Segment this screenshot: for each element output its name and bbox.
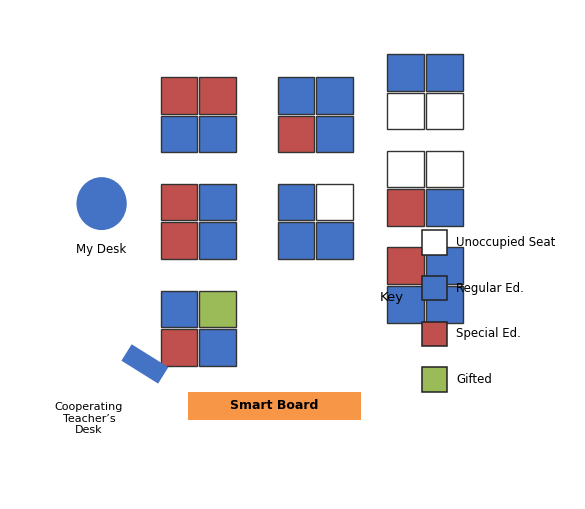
Bar — [278, 77, 314, 114]
Bar — [199, 184, 236, 220]
Text: Key: Key — [380, 291, 404, 304]
Bar — [188, 392, 361, 420]
Bar — [387, 54, 424, 91]
Bar — [387, 151, 424, 187]
Bar — [387, 93, 424, 129]
Bar — [422, 276, 447, 300]
Bar — [199, 77, 236, 114]
Bar — [316, 184, 353, 220]
Bar — [161, 184, 197, 220]
Bar — [161, 291, 197, 327]
Bar — [387, 286, 424, 323]
Bar — [422, 230, 447, 254]
Bar — [387, 247, 424, 284]
Bar — [161, 116, 197, 152]
Bar — [278, 184, 314, 220]
Polygon shape — [122, 344, 168, 384]
Bar — [426, 93, 463, 129]
Bar — [426, 151, 463, 187]
Text: Gifted: Gifted — [456, 373, 492, 386]
Text: Unoccupied Seat: Unoccupied Seat — [456, 236, 555, 249]
Bar — [422, 367, 447, 392]
Bar — [161, 329, 197, 366]
Bar — [199, 222, 236, 259]
Text: My Desk: My Desk — [77, 243, 127, 256]
Ellipse shape — [77, 177, 127, 230]
Bar — [316, 77, 353, 114]
Text: Cooperating
Teacher’s
Desk: Cooperating Teacher’s Desk — [55, 402, 123, 435]
Bar — [278, 116, 314, 152]
Bar — [426, 189, 463, 226]
Bar — [161, 222, 197, 259]
Text: Special Ed.: Special Ed. — [456, 327, 521, 341]
Bar — [422, 322, 447, 346]
Text: Regular Ed.: Regular Ed. — [456, 281, 524, 295]
Bar — [199, 116, 236, 152]
Bar — [426, 286, 463, 323]
Text: Smart Board: Smart Board — [230, 400, 319, 412]
Bar — [199, 329, 236, 366]
Bar — [316, 116, 353, 152]
Bar — [278, 222, 314, 259]
Bar — [316, 222, 353, 259]
Bar — [426, 54, 463, 91]
Bar — [387, 189, 424, 226]
Bar — [161, 77, 197, 114]
Bar — [199, 291, 236, 327]
Bar — [426, 247, 463, 284]
